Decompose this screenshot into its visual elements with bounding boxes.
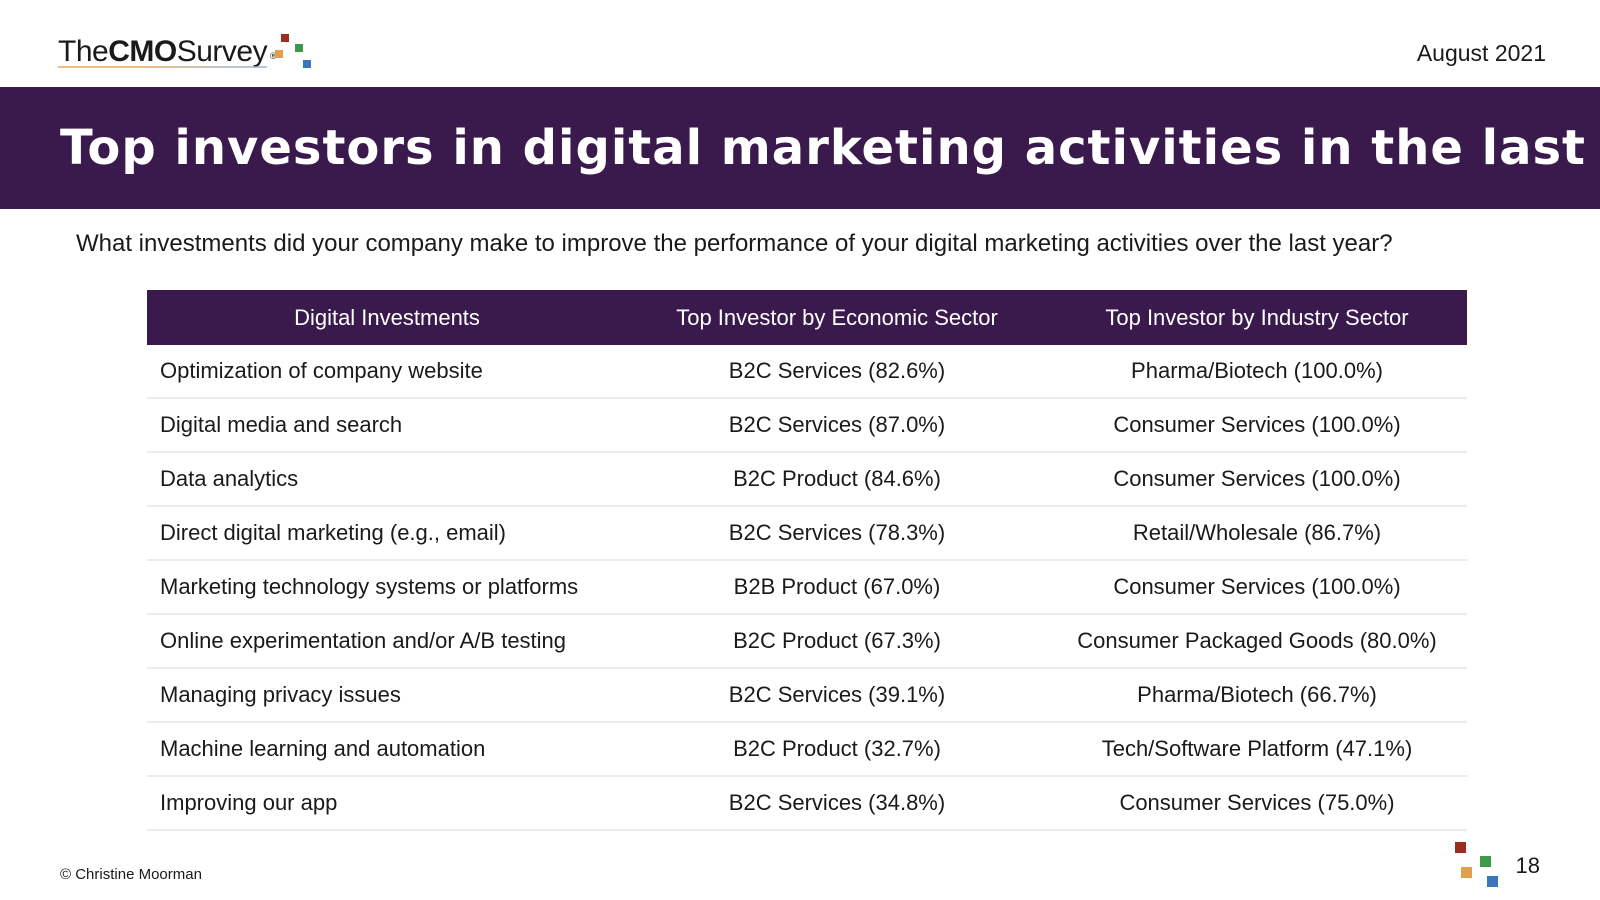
report-date: August 2021	[1416, 40, 1546, 66]
logo-underline	[58, 66, 268, 68]
table-row: Marketing technology systems or platform…	[147, 561, 1467, 615]
page-number: 18	[1515, 853, 1540, 878]
footer-square-orange	[1461, 867, 1472, 878]
logo-square-blue	[303, 60, 312, 68]
logo-square-orange	[275, 50, 284, 58]
cell-investment: Improving our app	[160, 790, 338, 815]
cell-investment: Online experimentation and/or A/B testin…	[160, 628, 567, 653]
table-row: Machine learning and automation B2C Prod…	[147, 723, 1467, 777]
cell-industry-sector: Consumer Packaged Goods (80.0%)	[1077, 628, 1437, 653]
logo-the: The	[58, 35, 109, 68]
cell-economic-sector: B2C Product (84.6%)	[733, 466, 941, 491]
cell-economic-sector: B2C Services (78.3%)	[728, 520, 946, 545]
page-title: Top investors in digital marketing activ…	[60, 120, 1586, 298]
cell-economic-sector: B2C Services (82.6%)	[728, 358, 946, 383]
cell-industry-sector: Consumer Services (100.0%)	[1113, 466, 1401, 491]
footer-square-blue	[1487, 876, 1498, 887]
cell-investment: Digital media and search	[160, 412, 403, 437]
logo-registered-mark: ®	[269, 51, 277, 61]
cell-industry-sector: Consumer Services (100.0%)	[1113, 574, 1401, 599]
cell-economic-sector: B2C Product (32.7%)	[733, 736, 941, 761]
logo-wordmark: TheCMOSurvey ®	[58, 30, 277, 74]
cell-economic-sector: B2C Services (34.8%)	[728, 790, 946, 815]
cell-industry-sector: Consumer Services (75.0%)	[1119, 790, 1395, 815]
footer-squares-icon	[1452, 842, 1500, 892]
cmo-survey-logo: TheCMOSurvey ®	[58, 30, 321, 74]
cell-industry-sector: Pharma/Biotech (66.7%)	[1137, 682, 1377, 707]
logo-cmo: CMO	[108, 35, 177, 68]
table-row: Digital media and search B2C Services (8…	[147, 399, 1467, 453]
footer-square-red	[1455, 842, 1466, 853]
table-row: Data analytics B2C Product (84.6%) Consu…	[147, 453, 1467, 507]
cell-investment: Data analytics	[160, 466, 299, 491]
table-row: Improving our app B2C Services (34.8%) C…	[147, 777, 1467, 831]
table-row: Online experimentation and/or A/B testin…	[147, 615, 1467, 669]
cell-investment: Optimization of company website	[160, 358, 483, 383]
cell-investment: Machine learning and automation	[160, 736, 486, 761]
table-row: Direct digital marketing (e.g., email) B…	[147, 507, 1467, 561]
logo-square-red	[281, 34, 290, 42]
table-header: Digital Investments Top Investor by Econ…	[147, 290, 1467, 345]
cell-industry-sector: Tech/Software Platform (47.1%)	[1101, 736, 1413, 761]
cell-investment: Marketing technology systems or platform…	[160, 574, 579, 599]
cell-investment: Managing privacy issues	[160, 682, 401, 707]
header-digital-investments: Digital Investments	[294, 304, 480, 330]
investments-table: Digital Investments Top Investor by Econ…	[147, 290, 1467, 831]
footer-square-green	[1480, 856, 1491, 867]
cell-industry-sector: Retail/Wholesale (86.7%)	[1132, 520, 1382, 545]
cell-economic-sector: B2C Services (39.1%)	[728, 682, 946, 707]
table-row: Managing privacy issues B2C Services (39…	[147, 669, 1467, 723]
logo-square-green	[295, 44, 304, 52]
copyright-notice: © Christine Moorman	[60, 866, 202, 883]
header-industry-sector: Top Investor by Industry Sector	[1105, 304, 1409, 330]
cell-investment: Direct digital marketing (e.g., email)	[160, 520, 507, 545]
cell-industry-sector: Pharma/Biotech (100.0%)	[1131, 358, 1383, 383]
table-row: Optimization of company website B2C Serv…	[147, 345, 1467, 399]
title-banner: Top investors in digital marketing activ…	[0, 87, 1600, 298]
header-economic-sector: Top Investor by Economic Sector	[676, 304, 998, 330]
logo-squares-icon	[275, 30, 321, 70]
survey-question: What investments did your company make t…	[76, 230, 1393, 257]
logo-survey: Survey	[176, 35, 268, 68]
cell-economic-sector: B2C Product (67.3%)	[733, 628, 941, 653]
cell-economic-sector: B2C Services (87.0%)	[728, 412, 946, 437]
cell-economic-sector: B2B Product (67.0%)	[733, 574, 941, 599]
cell-industry-sector: Consumer Services (100.0%)	[1113, 412, 1401, 437]
